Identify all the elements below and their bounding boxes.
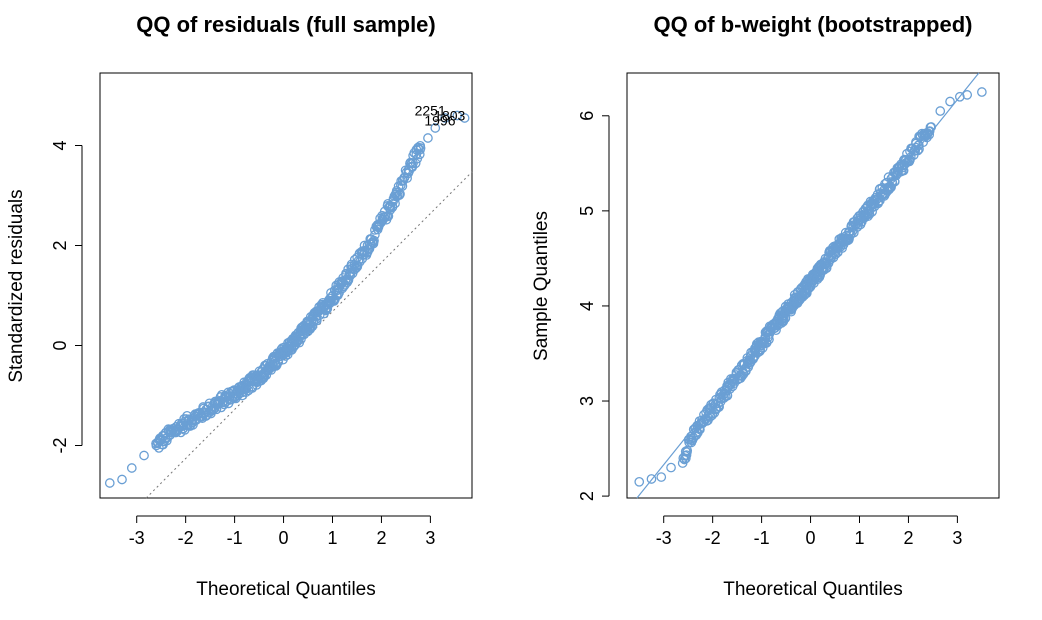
right-qq-point xyxy=(656,472,667,482)
left-qq-point xyxy=(126,463,137,473)
right-chart-title: QQ of b-weight (bootstrapped) xyxy=(654,12,973,37)
right-qq-point xyxy=(646,474,657,484)
left-panel: QQ of residuals (full sample) 2251180319… xyxy=(6,12,473,600)
left-y-tick-label: 4 xyxy=(50,140,70,150)
right-y-tick-label: 2 xyxy=(577,491,597,501)
right-qq-point xyxy=(962,90,973,100)
right-qq-point xyxy=(914,144,924,155)
left-x-tick-label: -1 xyxy=(227,528,243,548)
right-x-tick-label: 1 xyxy=(854,528,864,548)
left-point-annotation: 1996 xyxy=(424,113,455,129)
left-x-tick-label: -3 xyxy=(129,528,145,548)
left-x-tick-label: 1 xyxy=(327,528,337,548)
left-qq-point xyxy=(440,113,450,123)
left-qq-point xyxy=(415,144,425,155)
left-y-tick-label: -2 xyxy=(50,437,70,453)
right-panel: QQ of b-weight (bootstrapped) -3 -2 -1 0 1 2 3… xyxy=(531,12,1000,600)
right-qq-point xyxy=(924,126,935,136)
left-qq-point xyxy=(188,420,198,430)
right-qq-point xyxy=(954,91,965,102)
right-qq-point xyxy=(889,176,900,187)
left-chart-title: QQ of residuals (full sample) xyxy=(136,12,436,37)
right-x-tick-label: 0 xyxy=(806,528,816,548)
right-qq-point xyxy=(666,462,676,473)
left-qq-point xyxy=(459,113,470,123)
right-x-axis-label: Theoretical Quantiles xyxy=(723,579,903,600)
right-points-layer xyxy=(634,87,987,487)
right-x-axis: -3 -2 -1 0 1 2 3 xyxy=(656,515,962,548)
left-qq-point xyxy=(311,315,322,326)
right-qq-point xyxy=(977,87,987,97)
right-qq-point xyxy=(935,106,946,116)
left-qq-point xyxy=(415,141,426,151)
left-x-tick-label: 0 xyxy=(279,528,289,548)
right-y-tick-label: 5 xyxy=(577,206,597,216)
left-x-axis-label: Theoretical Quantiles xyxy=(196,579,376,600)
right-qq-point xyxy=(887,178,898,189)
right-y-tick-label: 3 xyxy=(577,396,597,406)
right-qq-point xyxy=(912,145,923,156)
right-x-tick-label: 3 xyxy=(952,528,962,548)
left-x-tick-label: -2 xyxy=(178,528,194,548)
right-qq-point xyxy=(761,337,772,348)
left-y-tick-label: 0 xyxy=(50,340,70,350)
left-plot-frame xyxy=(99,72,473,499)
right-qq-point xyxy=(634,476,645,487)
right-x-tick-label: -2 xyxy=(705,528,721,548)
left-qq-point xyxy=(423,133,433,143)
left-y-axis-label: Standardized residuals xyxy=(6,189,27,382)
right-x-tick-label: -3 xyxy=(656,528,672,548)
left-x-tick-label: 3 xyxy=(425,528,435,548)
right-x-tick-label: 2 xyxy=(903,528,913,548)
right-qq-point xyxy=(844,233,854,244)
left-y-axis: -2 0 2 4 xyxy=(50,140,83,454)
right-qq-point xyxy=(926,122,937,132)
right-y-axis: 2 3 4 5 6 xyxy=(577,111,610,501)
right-x-tick-label: -1 xyxy=(754,528,770,548)
left-qq-point xyxy=(139,450,149,461)
right-y-tick-label: 4 xyxy=(577,301,597,311)
right-plot-frame xyxy=(626,72,1000,499)
right-y-axis-label: Sample Quantiles xyxy=(531,211,552,361)
left-y-tick-label: 2 xyxy=(50,240,70,250)
right-qq-point xyxy=(945,96,955,107)
left-points-layer xyxy=(104,110,470,488)
left-qq-point xyxy=(430,123,441,133)
left-qq-point xyxy=(117,474,127,485)
left-qq-point xyxy=(104,478,115,488)
left-point-annotation: 1803 xyxy=(434,108,465,124)
left-point-annotation: 2251 xyxy=(415,103,446,119)
left-qq-point xyxy=(368,237,379,248)
left-qq-point xyxy=(391,191,402,202)
right-y-tick-label: 6 xyxy=(577,111,597,121)
left-x-axis: -3 -2 -1 0 1 2 3 xyxy=(129,515,435,548)
left-x-tick-label: 2 xyxy=(376,528,386,548)
